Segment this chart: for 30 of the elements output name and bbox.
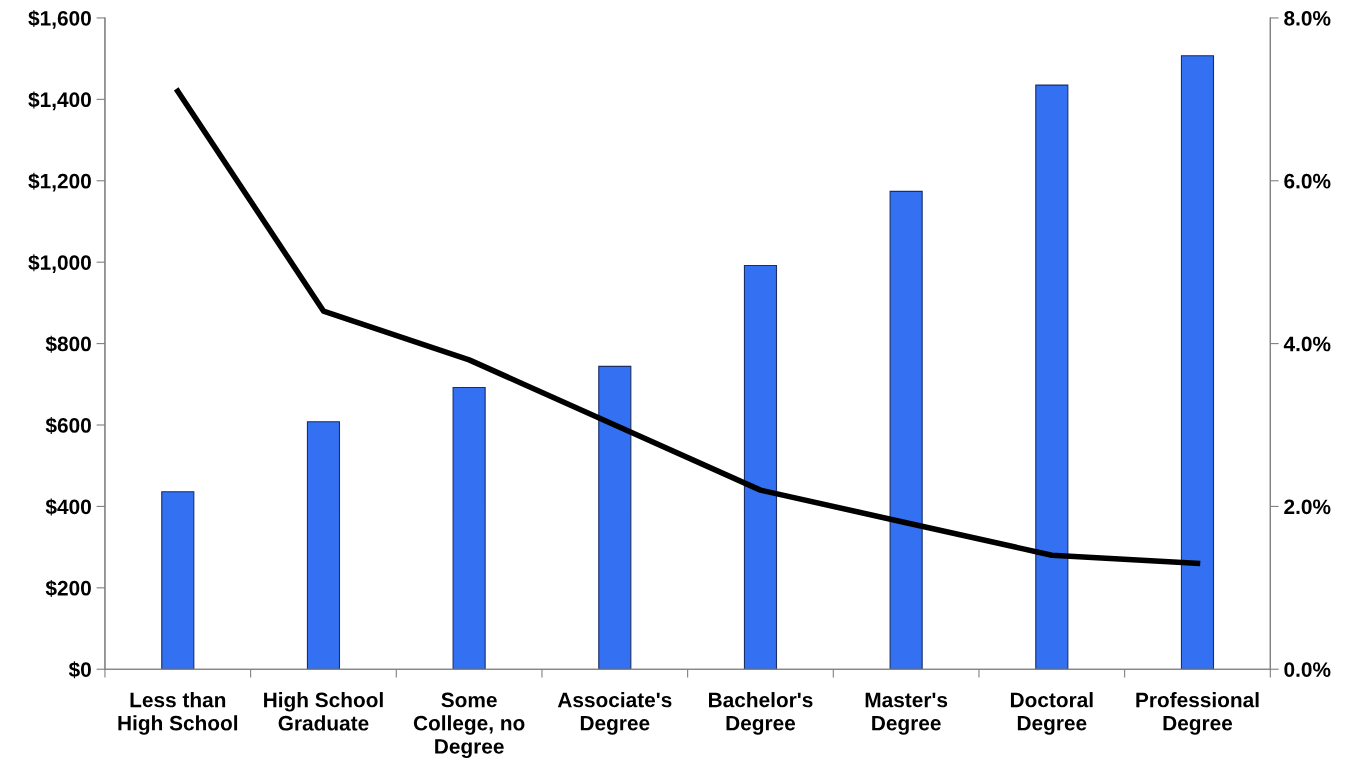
- y-tick-label: $800: [45, 335, 91, 353]
- x-tick-label: Associate's Degree: [557, 692, 672, 735]
- bar: [598, 365, 632, 670]
- bar: [306, 421, 341, 670]
- y-tick-label: $200: [45, 579, 91, 597]
- x-tick-label: Doctoral Degree: [1010, 692, 1093, 735]
- bar: [161, 491, 195, 670]
- x-tick-label: Some College, no Degree: [413, 692, 525, 759]
- x-tick-label: High School Graduate: [264, 692, 383, 731]
- x-tick-label: Professional Degree: [1136, 692, 1259, 735]
- y-tick-label: $400: [45, 498, 91, 516]
- y2-tick-label: 4.0%: [1283, 336, 1331, 352]
- y2-tick-label: 2.0%: [1284, 499, 1331, 515]
- bar: [1180, 55, 1215, 670]
- y-tick-label: $1,400: [28, 91, 91, 111]
- y-tick-label: $0: [68, 661, 91, 679]
- x-tick-label: Less than High School: [118, 692, 238, 735]
- y-tick-label: $1,200: [28, 172, 91, 192]
- y2-tick-label: 8.0%: [1284, 10, 1331, 26]
- bar: [889, 190, 923, 670]
- bar: [1035, 84, 1069, 670]
- x-tick-label: Bachelor's Degree: [709, 692, 813, 735]
- y-tick-label: $1,600: [28, 10, 91, 29]
- y-tick-label: $600: [45, 417, 91, 435]
- y2-tick-label: 0.0%: [1284, 662, 1331, 677]
- y-tick-label: $1,000: [28, 254, 91, 273]
- x-tick-label: Master's Degree: [865, 692, 948, 735]
- y2-tick-label: 6.0%: [1284, 173, 1331, 189]
- bar: [452, 386, 486, 670]
- bar: [743, 264, 778, 670]
